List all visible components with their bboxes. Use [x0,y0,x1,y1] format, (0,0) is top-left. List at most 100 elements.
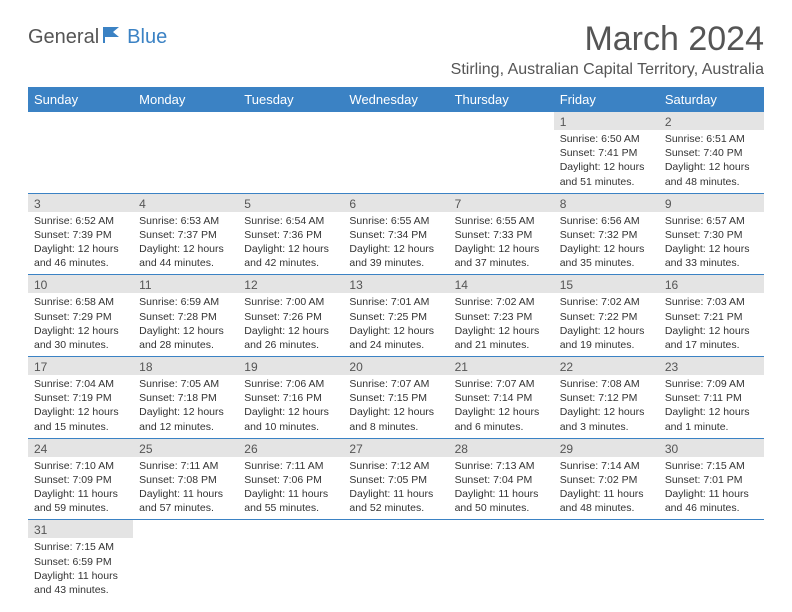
day-number [238,112,343,130]
sunrise-text: Sunrise: 7:03 AM [665,295,758,309]
day-details: Sunrise: 6:55 AMSunset: 7:33 PMDaylight:… [449,212,554,275]
sunrise-text: Sunrise: 6:59 AM [139,295,232,309]
sunset-text: Sunset: 7:33 PM [455,228,548,242]
calendar-week: 1Sunrise: 6:50 AMSunset: 7:41 PMDaylight… [28,112,764,194]
day-number: 11 [133,275,238,293]
day-details: Sunrise: 6:52 AMSunset: 7:39 PMDaylight:… [28,212,133,275]
daylight-text: Daylight: 12 hours and 6 minutes. [455,405,548,433]
weekday-label: Thursday [449,87,554,112]
day-number: 9 [659,194,764,212]
location-subtitle: Stirling, Australian Capital Territory, … [28,61,764,79]
daylight-text: Daylight: 11 hours and 52 minutes. [349,487,442,515]
sunrise-text: Sunrise: 7:07 AM [455,377,548,391]
day-number: 21 [449,357,554,375]
sunrise-text: Sunrise: 7:01 AM [349,295,442,309]
sunrise-text: Sunrise: 6:57 AM [665,214,758,228]
day-number: 2 [659,112,764,130]
sunset-text: Sunset: 7:29 PM [34,310,127,324]
calendar-cell [238,520,343,601]
daylight-text: Daylight: 12 hours and 46 minutes. [34,242,127,270]
sunset-text: Sunset: 7:41 PM [560,146,653,160]
daylight-text: Daylight: 12 hours and 12 minutes. [139,405,232,433]
sunset-text: Sunset: 7:39 PM [34,228,127,242]
day-number: 5 [238,194,343,212]
calendar-cell: 21Sunrise: 7:07 AMSunset: 7:14 PMDayligh… [449,357,554,438]
sunrise-text: Sunrise: 7:13 AM [455,459,548,473]
calendar-cell: 4Sunrise: 6:53 AMSunset: 7:37 PMDaylight… [133,194,238,275]
day-details [238,130,343,136]
day-details: Sunrise: 7:08 AMSunset: 7:12 PMDaylight:… [554,375,659,438]
day-number: 1 [554,112,659,130]
calendar-cell: 10Sunrise: 6:58 AMSunset: 7:29 PMDayligh… [28,275,133,356]
sunrise-text: Sunrise: 6:58 AM [34,295,127,309]
day-number: 22 [554,357,659,375]
sunrise-text: Sunrise: 7:06 AM [244,377,337,391]
sunrise-text: Sunrise: 6:54 AM [244,214,337,228]
calendar-cell: 28Sunrise: 7:13 AMSunset: 7:04 PMDayligh… [449,439,554,520]
sunrise-text: Sunrise: 7:15 AM [665,459,758,473]
day-details: Sunrise: 7:03 AMSunset: 7:21 PMDaylight:… [659,293,764,356]
day-details: Sunrise: 7:11 AMSunset: 7:08 PMDaylight:… [133,457,238,520]
day-details [28,130,133,136]
day-number: 7 [449,194,554,212]
weekday-header: Sunday Monday Tuesday Wednesday Thursday… [28,87,764,112]
day-details: Sunrise: 6:58 AMSunset: 7:29 PMDaylight:… [28,293,133,356]
sunrise-text: Sunrise: 6:50 AM [560,132,653,146]
day-details: Sunrise: 6:53 AMSunset: 7:37 PMDaylight:… [133,212,238,275]
day-details [133,130,238,136]
day-details [659,538,764,544]
day-number: 12 [238,275,343,293]
day-details [238,538,343,544]
day-number [659,520,764,538]
day-number: 19 [238,357,343,375]
daylight-text: Daylight: 12 hours and 26 minutes. [244,324,337,352]
sunset-text: Sunset: 7:36 PM [244,228,337,242]
daylight-text: Daylight: 11 hours and 46 minutes. [665,487,758,515]
sunset-text: Sunset: 7:32 PM [560,228,653,242]
day-number: 17 [28,357,133,375]
weekday-label: Sunday [28,87,133,112]
day-number: 29 [554,439,659,457]
calendar-cell [133,520,238,601]
sunset-text: Sunset: 7:37 PM [139,228,232,242]
calendar-cell: 12Sunrise: 7:00 AMSunset: 7:26 PMDayligh… [238,275,343,356]
weekday-label: Friday [554,87,659,112]
day-details: Sunrise: 7:07 AMSunset: 7:15 PMDaylight:… [343,375,448,438]
sunset-text: Sunset: 7:23 PM [455,310,548,324]
day-number: 24 [28,439,133,457]
header: General Blue March 2024 [28,20,764,59]
sunset-text: Sunset: 7:09 PM [34,473,127,487]
sunrise-text: Sunrise: 6:55 AM [349,214,442,228]
daylight-text: Daylight: 12 hours and 33 minutes. [665,242,758,270]
calendar-cell: 31Sunrise: 7:15 AMSunset: 6:59 PMDayligh… [28,520,133,601]
sunrise-text: Sunrise: 7:04 AM [34,377,127,391]
calendar-cell: 8Sunrise: 6:56 AMSunset: 7:32 PMDaylight… [554,194,659,275]
calendar-cell [659,520,764,601]
logo-flag-icon [103,26,125,49]
sunrise-text: Sunrise: 7:02 AM [455,295,548,309]
day-details: Sunrise: 6:56 AMSunset: 7:32 PMDaylight:… [554,212,659,275]
sunset-text: Sunset: 7:34 PM [349,228,442,242]
day-details: Sunrise: 7:10 AMSunset: 7:09 PMDaylight:… [28,457,133,520]
day-details [554,538,659,544]
calendar-cell: 24Sunrise: 7:10 AMSunset: 7:09 PMDayligh… [28,439,133,520]
sunrise-text: Sunrise: 7:10 AM [34,459,127,473]
daylight-text: Daylight: 12 hours and 15 minutes. [34,405,127,433]
calendar-cell: 16Sunrise: 7:03 AMSunset: 7:21 PMDayligh… [659,275,764,356]
sunset-text: Sunset: 7:21 PM [665,310,758,324]
day-number: 30 [659,439,764,457]
day-number: 25 [133,439,238,457]
day-details [449,538,554,544]
calendar-cell: 20Sunrise: 7:07 AMSunset: 7:15 PMDayligh… [343,357,448,438]
day-number [343,520,448,538]
day-number: 10 [28,275,133,293]
calendar-cell: 18Sunrise: 7:05 AMSunset: 7:18 PMDayligh… [133,357,238,438]
calendar-cell [449,520,554,601]
logo-text-general: General [28,26,99,49]
calendar-cell: 23Sunrise: 7:09 AMSunset: 7:11 PMDayligh… [659,357,764,438]
day-details: Sunrise: 7:13 AMSunset: 7:04 PMDaylight:… [449,457,554,520]
daylight-text: Daylight: 12 hours and 19 minutes. [560,324,653,352]
weekday-label: Saturday [659,87,764,112]
day-details [133,538,238,544]
sunset-text: Sunset: 7:06 PM [244,473,337,487]
